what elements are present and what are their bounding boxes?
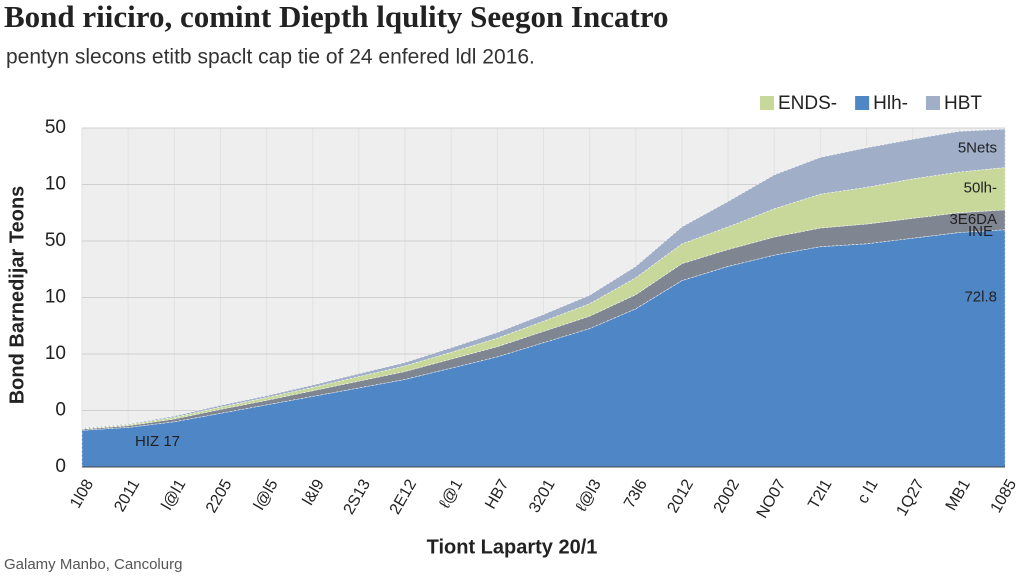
legend-swatch [855,96,870,110]
x-tick-label: MB1 [943,477,974,514]
y-tick-label: 10 [45,287,66,308]
series-end-label: 72l.8 [964,288,997,305]
x-tick-label: 1l08 [67,477,97,512]
y-tick-label: 50 [45,117,66,138]
legend-label: Hlh- [873,93,908,114]
annotation: INE [968,223,993,240]
x-tick-label: 2002 [711,477,744,516]
legend-swatch [925,96,940,110]
legend-label: ENDS- [778,93,837,114]
series-end-label: 50lh- [964,180,997,197]
y-tick-label: 10 [45,174,66,195]
y-tick-label: 10 [45,343,66,364]
legend-swatch [760,96,774,110]
x-tick-label: ℓ@l3 [573,477,605,515]
source: Galamy Manbo, Cancolurg [4,556,182,573]
x-tick-label: 1085 [988,477,1021,516]
x-tick-label: T2l1 [805,477,835,513]
y-tick-label: 0 [55,456,66,477]
x-tick-label: l@l5 [251,477,282,514]
series-end-label: 5Nets [958,139,997,156]
x-tick-label: 2S13 [341,477,374,518]
area [81,128,1006,429]
y-tick-label: 0 [55,400,66,421]
x-tick-label: c l1 [854,477,881,507]
x-tick-label: 2E12 [387,477,420,518]
y-axis-label: Bond Barnedijar Teons [6,186,28,405]
x-tick-label: 2205 [203,477,236,516]
legend-label: HBT [944,93,982,114]
series-end-label: 3E6DA [949,211,997,228]
annotation: HIZ 17 [135,433,180,450]
x-tick-label: 2012 [665,477,698,516]
x-axis-label: Tiont Laparty 20/1 [427,536,598,558]
x-tick-label: ℓ@1 [436,477,466,512]
x-tick-label: 73l6 [621,477,651,512]
x-tick-label: l&l9 [300,477,328,509]
x-tick-label: NO07 [754,477,790,522]
x-tick-label: 3201 [526,477,559,516]
chart-title: Bond riiciro, comint Diepth lqulity Seeg… [4,0,669,34]
x-tick-label: HB7 [482,477,512,513]
x-tick-label: 1Q27 [894,477,928,519]
chart-subtitle: pentyn slecons etitb spaclt cap tie of 2… [6,46,535,69]
x-tick-label: l@l1 [159,477,190,514]
x-tick-label: 2011 [111,477,143,515]
y-tick-label: 50 [45,230,66,251]
